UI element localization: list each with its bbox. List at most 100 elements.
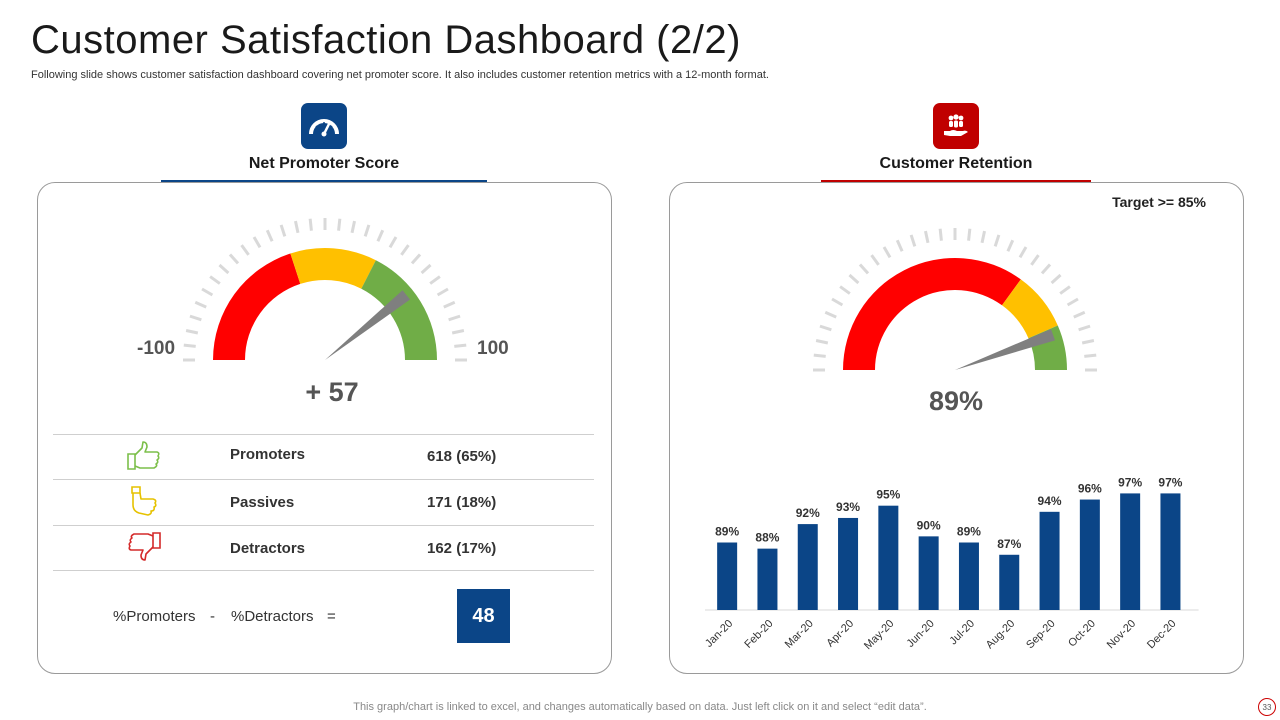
thumbs-down-icon [128, 532, 161, 561]
table-divider [53, 434, 594, 435]
nps-gauge-tick [429, 275, 441, 285]
nps-gauge-tick [252, 236, 262, 249]
bar-category-label: Oct-20 [1066, 618, 1098, 650]
retention-gauge-tick [882, 246, 892, 259]
formula-minus: - [210, 608, 215, 625]
nps-gauge-tick [218, 263, 230, 275]
retention-gauge-tick [858, 263, 870, 275]
nps-gauge-tick [185, 329, 199, 335]
retention-gauge-band [843, 258, 1021, 370]
retention-heading-rule [821, 180, 1091, 183]
bar-Apr-20 [838, 517, 859, 610]
bar-category-label: Jan-20 [703, 618, 735, 650]
retention-gauge-tick [1050, 273, 1062, 285]
passives-value: 171 (18%) [427, 494, 497, 511]
formula-promoters: %Promoters [113, 608, 196, 625]
nps-gauge-tick [436, 287, 449, 297]
nps-heading-rule [161, 180, 487, 183]
retention-heading: Customer Retention [879, 155, 1033, 172]
bar-category-label: Dec-20 [1145, 618, 1179, 652]
retention-gauge-tick [815, 339, 829, 345]
passives-label: Passives [230, 494, 295, 511]
nps-gauge-tick [454, 343, 467, 348]
bar-value-label: 94% [1038, 494, 1062, 508]
nps-heading: Net Promoter Score [248, 155, 400, 172]
bar-value-label: 90% [917, 518, 941, 532]
speedometer-icon [309, 119, 339, 137]
bar-category-label: Apr-20 [824, 618, 856, 650]
bar-Aug-20 [999, 554, 1020, 610]
nps-gauge-band [213, 253, 301, 360]
retention-gauge-tick [1030, 254, 1040, 266]
retention-gauge-tick [870, 254, 880, 266]
nps-gauge-tick [194, 300, 207, 309]
hand-people-icon [944, 114, 968, 136]
retention-gauge-tick [1018, 246, 1028, 259]
bar-Sep-20 [1039, 511, 1060, 610]
nps-gauge-tick [228, 253, 240, 265]
bar-value-label: 87% [997, 537, 1021, 551]
nps-gauge-tick [240, 244, 250, 256]
retention-gauge-tick [1073, 310, 1086, 319]
nps-gauge-tick [279, 224, 287, 237]
nps-gauge-tick [451, 329, 465, 335]
bar-Jan-20 [717, 542, 738, 610]
bar-value-label: 92% [796, 506, 820, 520]
bar-Feb-20 [757, 548, 778, 610]
page-title: Customer Satisfaction Dashboard (2/2) [31, 18, 741, 62]
retention-gauge-tick [824, 310, 837, 319]
nps-gauge-tick [294, 220, 300, 234]
nps-gauge-tick [420, 263, 432, 275]
bar-category-label: Nov-20 [1105, 618, 1139, 652]
nps-gauge-tick [400, 244, 410, 256]
promoters-label: Promoters [230, 446, 306, 463]
retention-gauge-tick [909, 234, 917, 247]
retention-gauge-tick [938, 228, 943, 241]
retention-gauge-tick [819, 324, 832, 332]
detractors-value: 162 (17%) [427, 540, 497, 557]
retention-target: Target >= 85% [1112, 194, 1206, 210]
retention-gauge-tick [831, 297, 844, 307]
bar-value-label: 96% [1078, 482, 1102, 496]
bar-category-label: May-20 [862, 618, 896, 652]
retention-gauge-tick [980, 230, 986, 244]
nps-gauge-tick [376, 229, 385, 242]
bar-category-label: Sep-20 [1024, 618, 1058, 652]
retention-gauge-tick [993, 234, 1001, 247]
bar-category-label: Feb-20 [742, 618, 775, 651]
bar-value-label: 89% [715, 525, 739, 539]
table-divider [53, 570, 594, 571]
nps-badge [301, 103, 347, 149]
bar-category-label: Mar-20 [783, 618, 816, 651]
nps-gauge-tick [448, 314, 461, 322]
bar-value-label: 97% [1118, 475, 1142, 489]
bar-Oct-20 [1079, 499, 1100, 610]
retention-gauge-tick [1084, 353, 1097, 358]
bar-value-label: 88% [755, 531, 779, 545]
page-number: 33 [1258, 698, 1276, 716]
bar-Jun-20 [918, 536, 939, 610]
footer-note: This graph/chart is linked to excel, and… [353, 701, 927, 713]
retention-gauge-tick [1059, 285, 1071, 295]
nps-gauge-tick [201, 287, 214, 297]
table-divider [53, 479, 594, 480]
bar-value-label: 89% [957, 525, 981, 539]
nps-gauge-tick [350, 220, 356, 234]
nps-min-label: -100 [137, 338, 176, 359]
bar-value-label: 95% [876, 488, 900, 502]
retention-gauge-value: 89% [928, 386, 984, 416]
nps-gauge-tick [410, 253, 422, 265]
retention-gauge-band [1002, 279, 1058, 339]
bar-May-20 [878, 505, 899, 610]
nps-gauge [183, 218, 467, 362]
nps-gauge-band [361, 260, 437, 360]
bar-value-label: 93% [836, 500, 860, 514]
retention-gauge [813, 228, 1097, 372]
retention-gauge-tick [1081, 339, 1095, 345]
nps-gauge-tick [388, 236, 398, 249]
bar-value-label: 97% [1158, 475, 1182, 489]
nps-gauge-tick [337, 218, 342, 231]
retention-gauge-tick [839, 285, 851, 295]
nps-gauge-tick [443, 300, 456, 309]
bar-category-label: Jun-20 [904, 618, 936, 650]
